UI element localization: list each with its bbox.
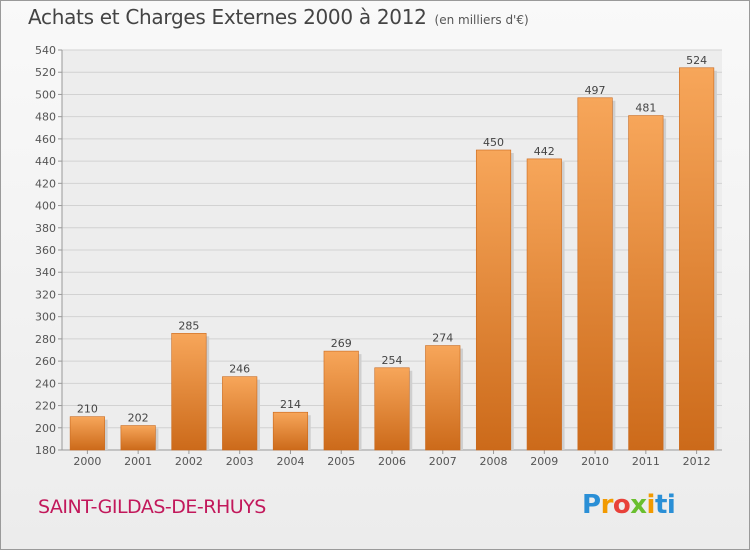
y-tick-label: 420 [35,177,56,190]
y-tick-label: 180 [35,444,56,457]
data-label: 524 [686,54,707,67]
data-label: 202 [128,412,149,425]
x-tick-label: 2000 [73,455,101,468]
y-tick-label: 320 [35,288,56,301]
y-tick-label: 300 [35,311,56,324]
proxiti-logo[interactable]: Proxiti [582,490,676,520]
x-tick-label: 2008 [480,455,508,468]
y-tick-label: 540 [35,44,56,57]
y-tick-label: 480 [35,111,56,124]
bar-2001 [120,425,156,451]
data-label: 269 [331,337,352,350]
chart-subtitle: (en milliers d'€) [434,13,529,27]
y-tick-label: 380 [35,222,56,235]
data-label: 442 [534,145,555,158]
y-tick-label: 200 [35,422,56,435]
y-tick-label: 400 [35,200,56,213]
logo-part: i [646,490,656,520]
x-tick-label: 2005 [327,455,355,468]
bar-2011 [628,115,664,451]
y-tick-label: 240 [35,377,56,390]
x-tick-label: 2001 [124,455,152,468]
bar-2009 [526,158,562,451]
y-tick-label: 500 [35,88,56,101]
town-name: SAINT-GILDAS-DE-RHUYS [38,496,266,518]
data-label: 254 [382,354,403,367]
data-label: 246 [229,363,250,376]
bar-2006 [374,367,410,451]
bar-2002 [171,333,207,451]
data-label: 497 [585,84,606,97]
bar-2005 [323,350,359,451]
x-tick-label: 2006 [378,455,406,468]
data-label: 450 [483,136,504,149]
y-tick-label: 340 [35,266,56,279]
bar-2007 [425,345,461,451]
x-tick-label: 2002 [175,455,203,468]
chart-title: Achats et Charges Externes 2000 à 2012 (e… [28,5,529,29]
y-tick-label: 360 [35,244,56,257]
bar-2004 [272,411,309,451]
y-tick-label: 440 [35,155,56,168]
data-label: 481 [635,102,656,115]
logo-part: o [612,490,631,520]
bar-2008 [475,149,512,451]
logo-part: r [600,490,614,520]
x-tick-label: 2010 [581,455,609,468]
x-tick-label: 2004 [276,455,304,468]
logo-part: x [630,490,647,520]
data-label: 274 [432,332,453,345]
y-tick-label: 520 [35,66,56,79]
chart-title-text: Achats et Charges Externes 2000 à 2012 [28,5,427,29]
x-tick-label: 2009 [530,455,558,468]
bar-2010 [577,97,613,451]
bar-2000 [69,416,105,451]
bar-2012 [679,67,715,451]
logo-part: P [582,490,601,520]
y-tick-label: 460 [35,133,56,146]
y-tick-label: 220 [35,400,56,413]
x-tick-label: 2007 [429,455,457,468]
data-label: 210 [77,403,98,416]
data-label: 285 [178,319,199,332]
logo-part: ti [654,490,676,520]
data-label: 214 [280,398,301,411]
x-tick-label: 2011 [632,455,660,468]
y-tick-label: 260 [35,355,56,368]
x-tick-label: 2012 [683,455,711,468]
bar-2003 [222,376,258,451]
x-tick-label: 2003 [226,455,254,468]
y-tick-label: 280 [35,333,56,346]
